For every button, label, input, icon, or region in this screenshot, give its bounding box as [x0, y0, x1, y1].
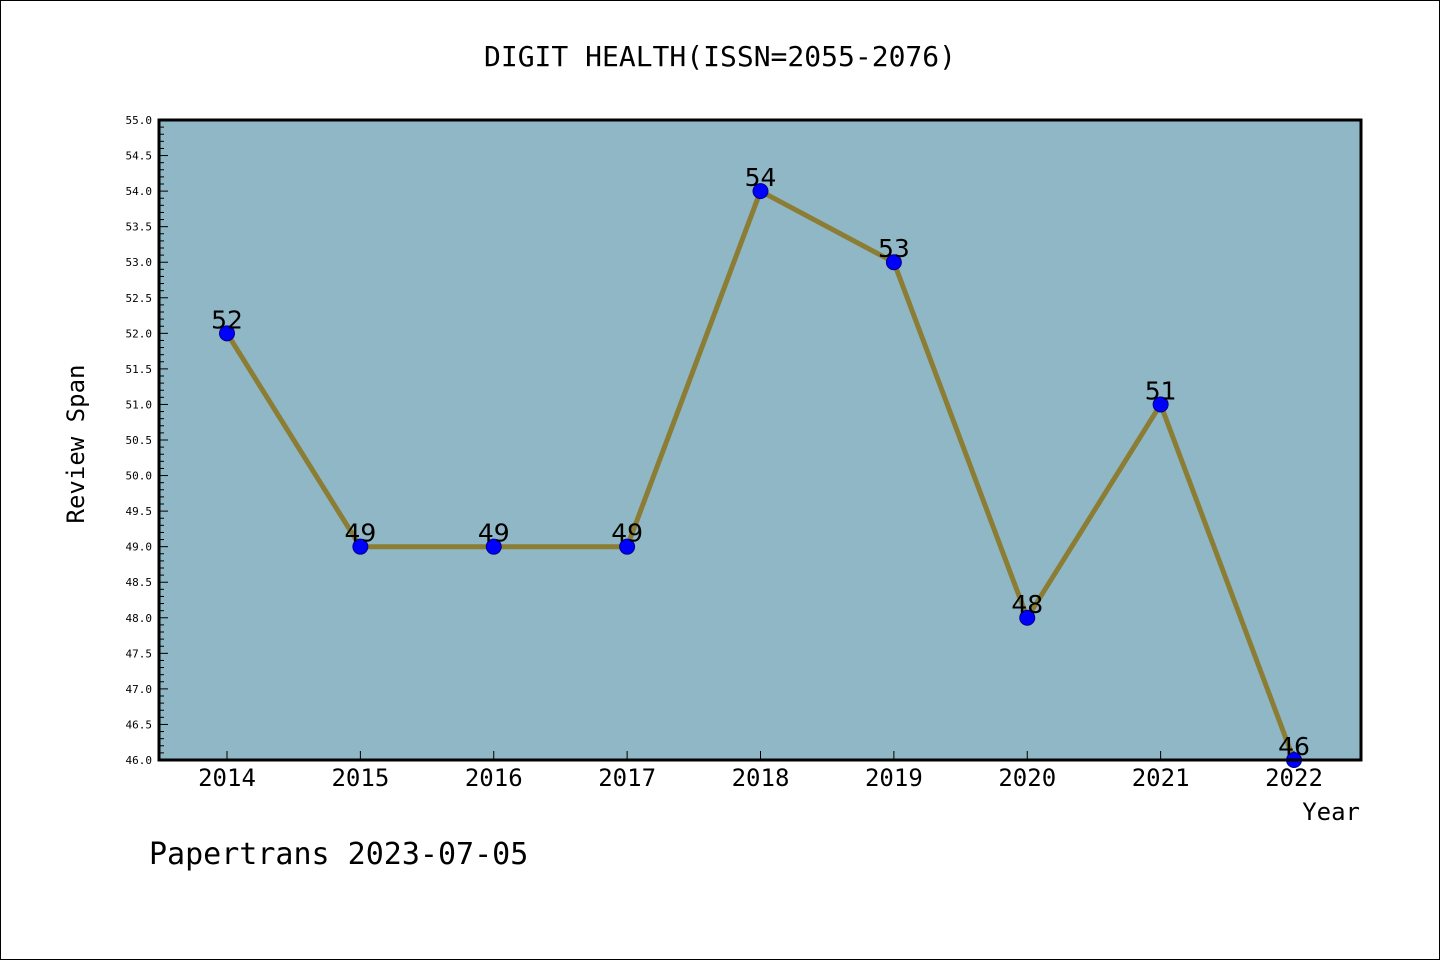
y-tick-label: 52.0 — [126, 327, 153, 340]
y-tick-label: 50.5 — [126, 434, 153, 447]
y-tick-label: 54.0 — [126, 185, 153, 198]
x-tick-label: 2015 — [331, 764, 389, 792]
data-label: 49 — [344, 519, 376, 548]
x-axis: 2014 2015 2016 2017 2018 2019 2020 2021 2022 — [198, 751, 1323, 792]
y-tick-label: 51.5 — [126, 363, 153, 376]
data-label: 51 — [1145, 376, 1177, 405]
y-tick-label: 46.5 — [126, 718, 153, 731]
x-tick-label: 2022 — [1265, 764, 1323, 792]
y-tick-label: 52.5 — [126, 292, 153, 305]
series-review-span: 52 49 49 49 54 53 48 51 46 — [211, 163, 1310, 768]
y-tick-label: 54.5 — [126, 150, 153, 163]
data-label: 46 — [1278, 732, 1310, 761]
x-axis-label: Year — [1302, 798, 1360, 826]
y-tick-label: 55.0 — [126, 114, 153, 127]
chart-title: DIGIT HEALTH(ISSN=2055-2076) — [484, 40, 956, 73]
data-point — [752, 183, 769, 200]
data-point — [619, 538, 636, 555]
y-tick-label: 47.0 — [126, 683, 153, 696]
x-tick-label: 2016 — [465, 764, 523, 792]
plot-border — [157, 118, 1363, 762]
data-label: 54 — [745, 163, 777, 192]
data-label: 52 — [211, 305, 243, 334]
y-axis-label: Review Span — [62, 365, 90, 524]
y-tick-label: 47.5 — [126, 647, 153, 660]
x-tick-label: 2017 — [598, 764, 656, 792]
y-tick-label: 46.0 — [126, 754, 153, 767]
data-point — [1152, 396, 1169, 413]
y-tick-label: 53.0 — [126, 256, 153, 269]
y-axis: 46.0 46.5 47.0 47.5 48.0 48.5 49.0 49.5 50.0 50.5… — [126, 114, 168, 767]
footer-credit: Papertrans 2023-07-05 — [149, 837, 528, 872]
y-tick-label: 53.5 — [126, 221, 153, 234]
data-point — [885, 254, 902, 271]
y-tick-label: 48.0 — [126, 612, 153, 625]
y-tick-label: 51.0 — [126, 398, 153, 411]
data-label: 48 — [1011, 590, 1043, 619]
x-tick-label: 2018 — [732, 764, 790, 792]
data-point — [352, 538, 369, 555]
x-tick-label: 2020 — [998, 764, 1056, 792]
y-tick-label: 49.5 — [126, 505, 153, 518]
data-label: 49 — [478, 519, 510, 548]
data-point — [1019, 609, 1036, 626]
data-point — [219, 325, 235, 342]
data-label: 53 — [878, 234, 910, 263]
y-tick-label: 49.0 — [126, 541, 153, 554]
x-tick-label: 2014 — [198, 764, 256, 792]
plot-area — [159, 120, 1361, 760]
x-tick-label: 2019 — [865, 764, 923, 792]
x-tick-label: 2021 — [1132, 764, 1190, 792]
y-tick-label: 48.5 — [126, 576, 153, 589]
y-tick-label: 50.0 — [126, 470, 153, 483]
data-point — [485, 538, 502, 555]
data-label: 49 — [611, 519, 643, 548]
